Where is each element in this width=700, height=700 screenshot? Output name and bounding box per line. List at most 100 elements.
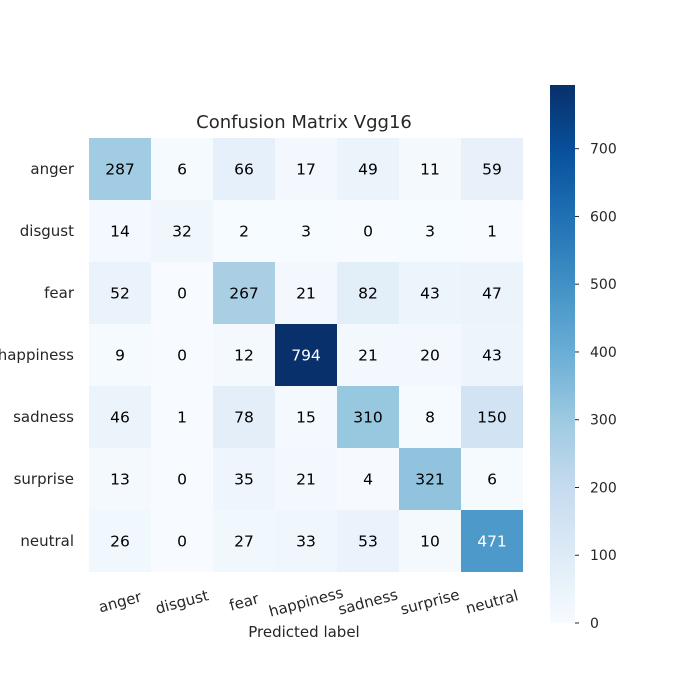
cell-value-label: 14	[110, 223, 130, 241]
colorbar-tick-label: 600	[590, 209, 617, 225]
cell-value-label: 471	[477, 533, 507, 551]
y-tick-label: fear	[44, 284, 75, 302]
x-tick-label: sadness	[336, 585, 400, 618]
heatmap-cell	[151, 200, 213, 262]
heatmap-cell	[337, 200, 399, 262]
cell-value-label: 78	[234, 409, 254, 427]
cell-value-label: 0	[177, 285, 187, 303]
heatmap-cell	[151, 448, 213, 510]
cell-value-label: 4	[363, 471, 373, 489]
y-tick-label: anger	[30, 160, 74, 178]
heatmap-cell	[461, 510, 523, 572]
y-axis-tick-labels: anger disgust fear happiness sadness surprise…	[0, 160, 75, 550]
heatmap-cell	[89, 138, 151, 200]
heatmap-cell	[461, 324, 523, 386]
heatmap-cell	[275, 510, 337, 572]
heatmap-cell	[461, 386, 523, 448]
heatmap-cell	[399, 138, 461, 200]
colorbar-tick-label: 300	[590, 413, 617, 429]
heatmap-cell	[337, 448, 399, 510]
cell-value-label: 6	[487, 471, 497, 489]
heatmap-cell	[89, 386, 151, 448]
cell-value-label: 32	[172, 223, 192, 241]
x-tick-label: disgust	[153, 586, 210, 617]
cell-value-label: 287	[105, 161, 135, 179]
y-tick-label: surprise	[14, 470, 74, 488]
heatmap-cell	[151, 386, 213, 448]
heatmap-cell	[213, 138, 275, 200]
heatmap-cell	[89, 262, 151, 324]
heatmap-cell	[275, 200, 337, 262]
heatmap-cell	[337, 324, 399, 386]
colorbar-tick-label: 0	[590, 616, 599, 632]
cell-value-label: 66	[234, 161, 254, 179]
cell-value-label: 150	[477, 409, 507, 427]
heatmap-cell	[151, 262, 213, 324]
cell-value-label: 0	[177, 533, 187, 551]
heatmap-cell	[399, 262, 461, 324]
cell-value-label: 1	[487, 223, 497, 241]
heatmap-cell	[399, 510, 461, 572]
cell-value-label: 47	[482, 285, 502, 303]
cell-value-label: 267	[229, 285, 259, 303]
cell-value-label: 11	[420, 161, 440, 179]
heatmap-cell	[337, 262, 399, 324]
heatmap-cell	[461, 200, 523, 262]
cell-value-label: 43	[482, 347, 502, 365]
cell-value-label: 1	[177, 409, 187, 427]
cell-value-label: 3	[301, 223, 311, 241]
heatmap-cell	[399, 324, 461, 386]
cell-value-label: 13	[110, 471, 130, 489]
heatmap-cell	[275, 138, 337, 200]
heatmap-cell	[461, 262, 523, 324]
cell-value-label: 0	[363, 223, 373, 241]
heatmap-cell	[213, 262, 275, 324]
chart-title: Confusion Matrix Vgg16	[196, 112, 412, 133]
heatmap-cell	[275, 386, 337, 448]
cell-value-label: 43	[420, 285, 440, 303]
heatmap-cell	[337, 510, 399, 572]
heatmap-cell	[337, 138, 399, 200]
cell-value-label: 49	[358, 161, 378, 179]
cell-value-label: 82	[358, 285, 378, 303]
cell-value-label: 21	[296, 285, 316, 303]
colorbar-tick-labels: 0 100 200 300 400 500 600 700	[575, 142, 617, 632]
y-tick-label: happiness	[0, 346, 74, 364]
cell-value-label: 53	[358, 533, 378, 551]
heatmap-cell	[275, 324, 337, 386]
heatmap-cell	[213, 386, 275, 448]
colorbar-tick-label: 700	[590, 142, 617, 158]
colorbar-tick-label: 400	[590, 345, 617, 361]
cell-value-label: 6	[177, 161, 187, 179]
cell-value-label: 59	[482, 161, 502, 179]
colorbar-tick-label: 500	[590, 277, 617, 293]
heatmap-cell	[213, 324, 275, 386]
cell-value-label: 21	[296, 471, 316, 489]
cell-value-label: 12	[234, 347, 254, 365]
cell-value-label: 27	[234, 533, 254, 551]
heatmap-cell	[151, 138, 213, 200]
colorbar-tick-label: 100	[590, 548, 617, 564]
x-tick-label: surprise	[399, 585, 462, 618]
x-tick-label: happiness	[267, 583, 346, 620]
x-tick-label: neutral	[464, 586, 520, 617]
heatmap-cell	[461, 138, 523, 200]
y-tick-label: neutral	[20, 532, 74, 550]
heatmap-cell	[89, 200, 151, 262]
heatmap-cell	[151, 510, 213, 572]
x-axis-label: Predicted label	[248, 623, 359, 641]
heatmap-cells	[89, 138, 523, 572]
cell-value-label: 8	[425, 409, 435, 427]
cell-value-label: 0	[177, 471, 187, 489]
heatmap-cell	[213, 200, 275, 262]
cell-value-label: 321	[415, 471, 445, 489]
heatmap-cell	[89, 448, 151, 510]
y-tick-label: disgust	[20, 222, 74, 240]
cell-value-label: 35	[234, 471, 254, 489]
colorbar-gradient	[550, 85, 575, 623]
cell-value-label: 2	[239, 223, 249, 241]
heatmap-cell	[151, 324, 213, 386]
cell-value-label: 33	[296, 533, 316, 551]
